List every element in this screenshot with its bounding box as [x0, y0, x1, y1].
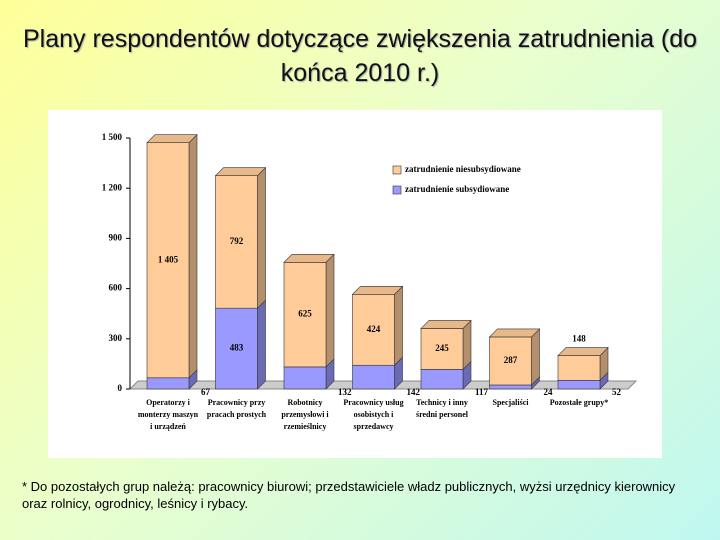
- bar-side: [394, 285, 403, 366]
- value-label: 24: [544, 387, 554, 397]
- value-label: 52: [612, 387, 622, 397]
- footnote: * Do pozostałych grup należą: pracownicy…: [22, 479, 676, 511]
- x-tick-label: Pracownicy usług osobistych i sprzedawcy: [343, 398, 404, 431]
- bar-top: [488, 328, 541, 338]
- legend-swatch: [392, 165, 402, 175]
- y-tick-label: 1 200: [102, 182, 123, 192]
- chart: 0 300 600 900 1 200 1 500 67 1 405 483 792 132 625 1…: [48, 110, 662, 458]
- x-tick-label: Pracownicy przy pracach prostych: [206, 398, 267, 419]
- y-tick-label: 900: [109, 232, 123, 242]
- bar-side: [188, 133, 198, 379]
- bar-side: [257, 299, 266, 390]
- value-label: 792: [230, 236, 244, 246]
- x-tick-label: Technicy i inny średni personel: [415, 398, 469, 419]
- bar: [420, 328, 464, 370]
- value-label: 142: [407, 387, 421, 397]
- bar-top: [283, 254, 335, 263]
- value-label: 67: [201, 387, 211, 397]
- value-label: 245: [435, 343, 449, 353]
- bar: [215, 307, 258, 390]
- bar: [283, 262, 327, 368]
- y-tick-label: 0: [118, 383, 123, 393]
- x-tick-label: Operatorzy i monterzy maszyn i urządzeń: [137, 398, 199, 431]
- legend-label: zatrudnienie niesubsydiowane: [405, 164, 521, 174]
- bar-side: [462, 319, 472, 371]
- bar: [146, 377, 190, 390]
- legend-swatch: [392, 185, 402, 195]
- value-label: 625: [298, 309, 312, 319]
- value-label: 132: [338, 387, 352, 397]
- bar-top: [557, 347, 609, 356]
- x-tick-label: Pozostałe grupy*: [549, 398, 609, 407]
- value-label: 1 405: [158, 254, 179, 264]
- value-label: 424: [367, 324, 381, 334]
- bar: [215, 175, 258, 309]
- bar-side: [531, 328, 540, 386]
- y-tick-label: 300: [109, 333, 123, 343]
- y-tick-label: 1 500: [102, 132, 123, 142]
- bar: [557, 355, 601, 381]
- bar-top: [351, 285, 404, 295]
- bar-top: [146, 134, 198, 143]
- x-tick-label: Robotnicy przemysłowi i rzemieślnicy: [281, 398, 329, 431]
- value-label: 117: [475, 387, 489, 397]
- bar-top: [420, 320, 472, 329]
- bar: [352, 364, 395, 390]
- bar: [489, 384, 532, 390]
- value-label: 483: [230, 343, 244, 353]
- value-label: 287: [504, 355, 518, 365]
- x-tick-label: Specjaliści: [492, 398, 529, 407]
- bar-side: [325, 253, 335, 368]
- bar: [420, 369, 464, 390]
- bar-side: [257, 166, 266, 309]
- bar: [283, 366, 327, 390]
- y-tick-label: 600: [109, 283, 123, 293]
- bar: [146, 142, 190, 379]
- title: Plany respondentów dotyczące zwiększenia…: [23, 25, 697, 87]
- value-label: 148: [572, 334, 586, 344]
- legend-label: zatrudnienie subsydiowane: [405, 184, 509, 194]
- bar-top: [214, 167, 267, 176]
- bar: [557, 379, 601, 390]
